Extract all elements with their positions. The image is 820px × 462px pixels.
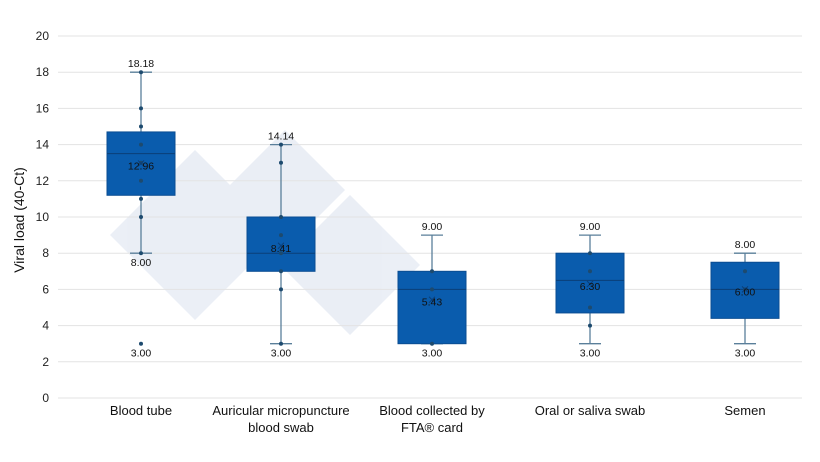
mean-marker	[741, 286, 749, 293]
min-label: 3.00	[422, 348, 443, 360]
mean-label: 5.43	[422, 297, 443, 309]
data-point	[279, 215, 283, 219]
mean-label: 6.00	[735, 286, 756, 298]
data-point	[279, 287, 283, 292]
mean-marker	[428, 296, 436, 304]
category-label: Oral or saliva swab	[535, 403, 646, 418]
data-point	[588, 269, 592, 274]
y-tick-label: 12	[36, 174, 50, 188]
max-label: 18.18	[128, 58, 154, 70]
y-tick-label: 10	[36, 210, 50, 224]
data-point	[279, 142, 283, 147]
box-group: 12.96 18.18 8.00 3.00	[106, 58, 176, 360]
mean-marker	[137, 160, 145, 167]
data-point	[279, 269, 283, 274]
data-point	[139, 251, 143, 256]
data-point	[139, 142, 143, 147]
mean-marker	[586, 280, 594, 288]
data-point	[139, 215, 143, 219]
mean-label: 8.41	[271, 243, 292, 255]
category-label: FTA® card	[401, 420, 463, 435]
box	[246, 216, 316, 272]
min-label: 3.00	[580, 348, 601, 360]
box-group: 6.30 9.00 3.00	[555, 221, 625, 360]
min-label: 3.00	[735, 348, 756, 360]
data-point	[139, 178, 143, 183]
data-point	[139, 106, 143, 111]
max-label: 8.00	[735, 239, 756, 251]
box-group: 6.00 8.00 3.00	[710, 239, 780, 360]
data-point	[743, 269, 747, 274]
category-label: Blood collected by	[379, 403, 485, 418]
max-label: 14.14	[268, 131, 294, 143]
y-tick-label: 8	[42, 246, 49, 260]
y-tick-label: 20	[36, 29, 50, 43]
mean-marker	[277, 242, 285, 250]
y-tick-label: 6	[42, 282, 49, 296]
data-point	[588, 323, 592, 328]
category-label: Auricular micropuncture	[212, 403, 349, 418]
category-label: blood swab	[248, 420, 314, 435]
category-label: Blood tube	[110, 403, 172, 418]
min-label: 3.00	[271, 348, 292, 360]
mean-label: 6.30	[580, 281, 601, 293]
mean-label: 12.96	[128, 160, 154, 172]
outlier-label: 3.00	[131, 348, 152, 360]
data-point	[279, 251, 283, 256]
data-point	[430, 269, 434, 274]
box-group: 8.41 14.14 3.00	[246, 131, 316, 360]
category-label: Semen	[724, 403, 765, 418]
y-tick-label: 18	[36, 65, 50, 79]
y-tick-label: 4	[42, 319, 49, 333]
data-point	[588, 305, 592, 310]
box	[555, 252, 625, 314]
y-tick-label: 16	[36, 101, 50, 115]
data-point	[139, 70, 143, 75]
box-group: 5.43 9.00 3.00	[397, 221, 467, 360]
y-tick-label: 14	[36, 138, 50, 152]
data-point	[430, 287, 434, 292]
data-point	[279, 341, 283, 346]
y-tick-label: 0	[42, 391, 49, 405]
max-label: 9.00	[422, 221, 443, 233]
y-tick-label: 2	[42, 355, 49, 369]
data-point	[588, 251, 592, 256]
max-label: 9.00	[580, 221, 601, 233]
data-point	[430, 341, 434, 346]
data-point	[139, 160, 143, 165]
data-point	[139, 124, 143, 129]
data-point	[279, 160, 283, 165]
min-label: 8.00	[131, 257, 152, 269]
data-point	[279, 233, 283, 238]
data-point	[139, 196, 143, 201]
data-point	[139, 341, 143, 346]
y-axis-label: Viral load (40-Ct)	[11, 167, 27, 273]
